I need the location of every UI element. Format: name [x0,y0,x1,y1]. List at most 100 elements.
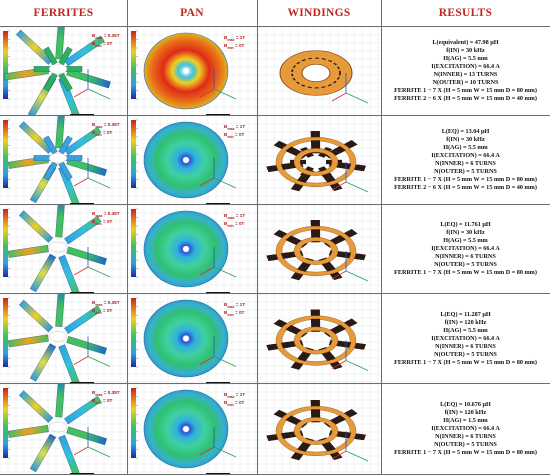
ferrite-field-range: Bmax = 0.35T Bmin = 0T [92,122,120,138]
ferrite-field-range: Bmax = 0.35T Bmin = 0T [92,33,120,49]
ferrite-bmin-label-value: = 0T [101,397,113,403]
result-line: N(OUTER) = 10 TURNS [432,79,499,86]
pan-bmax-label: Bmax = 1T [224,392,245,400]
result-line: I(EXCITATION) = 66.4 A [431,63,500,70]
ferrite-bmin-label: Bmin = 0T [92,219,120,227]
scale-bar [206,283,230,293]
pan-bmax-label: Bmax = 1T [224,213,245,221]
ferrite-bmax-label-value: = 0.35T [102,300,120,305]
ferrite-bmin-label-value: = 0T [101,129,113,135]
pan-field-range: Bmax = 1T Bmin = 0T [224,392,245,408]
result-line: L(EQ) = 13.04 μH [441,128,490,135]
ferrite-bmax-label: Bmax = 0.35T [92,122,120,130]
scale-bar [206,464,230,474]
result-line: H(AG) = 5.5 mm [443,326,488,334]
result-line: L(equivalent) = 47.98 μH [432,39,499,46]
ferrite-bmax-label-symbol: B [92,300,96,305]
ferrite-bmin-label: Bmin = 0T [92,308,120,316]
result-line: FERRITE 1 − 7 X (H = 5 mm W = 15 mm D = … [394,87,537,94]
result-line: f(IN) = 30 kHz [446,136,485,143]
scale-bar [70,464,94,474]
ferrite-bmin-label-symbol: B [92,218,96,224]
result-line: FERRITE 1 − 7 X (H = 5 mm W = 15 mm D = … [394,176,537,183]
scale-bar [206,373,230,383]
ferrite-bmax-label-value: = 0.35T [102,33,120,38]
pan-field-plot: Bmax = 1T Bmin = 0T [128,294,257,383]
result-line: FERRITE 2 − 6 X (H = 5 mm W = 15 mm D = … [394,95,537,102]
ferrite-bmax-label-symbol: B [92,390,96,395]
winding-geometry [258,384,381,474]
result-line: N(OUTER) = 5 TURNS [434,261,497,268]
scale-bar [70,283,94,293]
ferrite-bmax-label-symbol: B [92,211,96,216]
ferrite-bmin-label-value: = 0T [101,40,113,46]
row-divider [0,293,550,294]
pan-bmin-label: Bmin = 0T [224,43,245,51]
pan-field-plot: Bmax = 1T Bmin = 0T [128,205,257,293]
result-line: N(INNER) = 6 TURNS [435,160,496,167]
pan-bmax-label-subscript: max [227,37,235,42]
pan-bmin-label-symbol: B [224,399,228,405]
result-line: f(IN) = 120 kHz [444,409,487,416]
pan-bmin-label-value: = 0T [233,131,245,137]
result-line: L(EQ) = 11.287 μH [440,310,491,318]
result-line: N(INNER) = 6 TURNS [435,253,496,260]
result-line: H(AG) = 5.5 mm [443,144,488,151]
pan-bmax-label-symbol: B [224,392,228,397]
results-block: L(EQ) = 10.676 μH f(IN) = 120 kHz H(AG) = … [381,401,550,457]
header-ferrites: FERRITES [33,7,94,19]
ferrite-bmin-label-subscript: min [95,43,102,48]
ferrite-bmin-label: Bmin = 0T [92,398,120,406]
pan-bmin-label: Bmin = 0T [224,221,245,229]
pan-bmax-label-value: = 1T [234,213,246,218]
ferrite-bmax-label-symbol: B [92,33,96,38]
result-line: H(AG) = 5.5 mm [443,237,488,244]
pan-bmax-label-value: = 1T [234,35,246,40]
scale-bar [206,105,230,115]
pan-bmin-label-value: = 0T [233,309,245,315]
ferrite-bmin-label: Bmin = 0T [92,130,120,138]
ferrite-field-range: Bmax = 0.35T Bmin = 0T [92,300,120,316]
winding-geometry [258,27,381,115]
result-line: I(EXCITATION) = 66.4 A [431,245,500,252]
ferrite-field-plot: Bmax = 0.35T Bmin = 0T [0,294,127,383]
ferrite-field-plot: Bmax = 0.35T Bmin = 0T [0,27,127,115]
ferrite-bmax-label-value: = 0.35T [102,122,120,127]
result-line: I(EXCITATION) = 66.4 A [431,152,500,159]
result-line: N(OUTER) = 5 TURNS [434,168,497,175]
ferrite-bmax-label: Bmax = 0.35T [92,390,120,398]
pan-field-range: Bmax = 1T Bmin = 0T [224,35,245,51]
pan-bmax-label: Bmax = 1T [224,124,245,132]
scale-bar [70,194,94,204]
pan-bmax-label-subscript: max [227,215,235,220]
result-line: N(INNER) = 13 TURNS [433,71,498,78]
pan-bmin-label-subscript: min [227,223,234,228]
result-line: L(EQ) = 10.676 μH [440,401,491,408]
ferrite-bmin-label: Bmin = 0T [92,41,120,49]
result-line: I(EXCITATION) = 66.4 A [431,425,500,432]
ferrite-bmin-label-value: = 0T [101,218,113,224]
pan-bmax-label-symbol: B [224,124,228,129]
result-line: N(INNER) = 6 TURNS [435,342,496,350]
ferrite-bmin-label-subscript: min [95,310,102,315]
ferrite-field-plot: Bmax = 0.35T Bmin = 0T [0,205,127,293]
pan-bmax-label-subscript: max [227,394,235,399]
pan-bmin-label: Bmin = 0T [224,310,245,318]
ferrite-field-range: Bmax = 0.35T Bmin = 0T [92,390,120,406]
ferrite-bmax-label-subscript: max [95,35,103,40]
ferrite-bmax-label-subscript: max [95,302,103,307]
winding-geometry [258,294,381,383]
pan-bmax-label: Bmax = 1T [224,302,245,310]
pan-bmax-label-subscript: max [227,304,235,309]
pan-field-plot: Bmax = 1T Bmin = 0T [128,27,257,115]
ferrite-bmax-label-symbol: B [92,122,96,127]
pan-bmax-label-value: = 1T [234,302,246,307]
ferrite-bmax-label: Bmax = 0.35T [92,300,120,308]
pan-bmin-label-value: = 0T [233,220,245,226]
ferrite-bmax-label-subscript: max [95,392,103,397]
pan-bmax-label-symbol: B [224,213,228,218]
pan-field-plot: Bmax = 1T Bmin = 0T [128,384,257,474]
pan-bmax-label-subscript: max [227,126,235,131]
pan-field-plot: Bmax = 1T Bmin = 0T [128,116,257,204]
result-line: FERRITE 1 − 7 X (H = 5 mm W = 15 mm D = … [394,449,537,456]
